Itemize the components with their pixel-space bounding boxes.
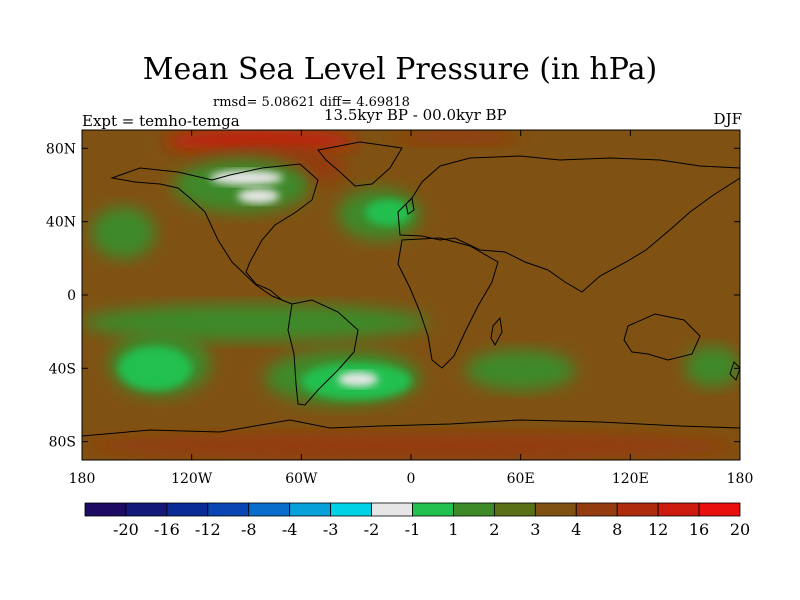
pressure-region-bright_green-12 [118,346,192,391]
x-tick-label-3: 0 [407,471,416,487]
colorbar-swatch-13 [616,502,659,517]
x-tick-label-4: 60E [507,471,535,487]
pressure-regions [82,130,740,460]
chart-title: Mean Sea Level Pressure (in hPa) [142,52,658,87]
stats-line: rmsd= 5.08621 diff= 4.69818 [213,95,410,110]
y-tick-label-1: 40N [46,215,76,231]
pressure-region-mid_green-17 [685,346,740,387]
season-label: DJF [713,110,742,128]
colorbar-swatch-14 [657,502,700,517]
colorbar-swatch-11 [534,502,577,517]
colorbar-swatch-4 [248,502,291,517]
x-tick-label-1: 120W [171,471,213,487]
colorbar-label-15: 20 [730,520,750,539]
colorbar-label-9: 2 [489,520,499,539]
colorbar-label-3: -8 [241,520,257,539]
colorbar-label-5: -3 [323,520,339,539]
colorbar-swatch-7 [371,502,413,517]
colorbar-swatch-12 [575,502,618,517]
colorbar-label-7: -1 [405,520,421,539]
y-tick-label-0: 80N [46,141,76,157]
colorbar-swatch-15 [698,502,741,517]
colorbar-label-8: 1 [448,520,458,539]
pressure-region-warm-2 [392,130,521,145]
x-tick-label-2: 60W [285,471,318,487]
colorbar-label-12: 8 [612,520,622,539]
period-label: 13.5kyr BP - 00.0kyr BP [324,106,507,124]
colorbar-label-14: 16 [689,520,709,539]
colorbar-swatch-8 [412,502,454,517]
pressure-region-hot-0 [164,130,357,152]
colorbar-label-13: 12 [648,520,668,539]
colorbar-swatch-0 [84,502,127,517]
colorbar-swatch-3 [207,502,250,517]
x-tick-label-5: 120E [612,471,649,487]
colorbar: -20 -16 -12 -8 -4 -3 -2 -1 1 2 3 4 8 12 16 20 [84,502,750,539]
pressure-region-mid_green-4 [173,157,311,213]
pressure-region-light-6 [237,188,280,204]
colorbar-label-11: 4 [571,520,581,539]
colorbar-swatch-5 [289,502,332,517]
pressure-region-bright_green-8 [365,199,411,226]
pressure-region-mid_green-16 [465,350,576,391]
colorbar-swatch-10 [493,502,536,517]
colorbar-label-10: 3 [530,520,540,539]
colorbar-label-1: -16 [154,520,180,539]
colorbar-label-2: -12 [195,520,221,539]
y-tick-label-3: 40S [49,361,76,377]
x-tick-label-6: 180 [727,471,754,487]
pressure-region-mid_green-10 [82,304,430,341]
experiment-label: Expt = temho-temga [82,112,240,130]
colorbar-swatch-6 [330,502,372,517]
colorbar-label-4: -4 [282,520,298,539]
x-tick-label-0: 180 [69,471,96,487]
y-tick-label-2: 0 [67,288,76,304]
pressure-region-mid_green-9 [91,207,156,259]
coastlines [82,141,740,437]
pressure-region-light-5 [209,170,284,186]
map-axes: 180 120W 60W 0 60E 120E 180 80N 40N 0 40S 80S [46,130,753,487]
colorbar-label-6: -2 [364,520,380,539]
colorbar-label-0: -20 [113,520,139,539]
colorbar-swatch-2 [166,502,209,517]
colorbar-swatch-9 [453,502,495,517]
pressure-region-warm-3 [82,432,740,460]
y-tick-label-4: 80S [49,435,76,451]
pressure-region-light-15 [337,372,379,387]
colorbar-swatch-1 [125,502,168,517]
